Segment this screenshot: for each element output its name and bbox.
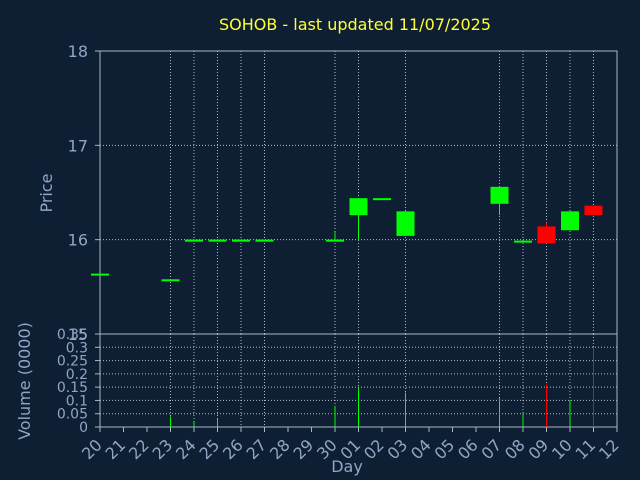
candle-body-23	[161, 279, 180, 282]
candle-body-01	[349, 198, 368, 216]
candle-body-09	[537, 226, 556, 244]
price-panel: 15 16 17 18	[68, 42, 618, 344]
candle-body-25	[208, 239, 227, 242]
volume-y-tick-label-0: 0	[79, 420, 88, 436]
candle-body-26	[232, 239, 250, 242]
price-y-tick-label-18: 18	[68, 42, 88, 61]
volume-axis-label: Volume (0000)	[15, 322, 34, 440]
x-axis-label: Day	[331, 457, 363, 476]
volume-y-tick-label-0.2: 0.2	[66, 367, 88, 383]
price-y-tick-label-16: 16	[68, 231, 88, 250]
candle-body-27	[255, 239, 274, 242]
volume-y-tick-label-0.3: 0.3	[66, 340, 88, 356]
candle-body-03	[396, 211, 415, 236]
candle-body-07	[490, 186, 509, 204]
volume-y-tick-label-0.1: 0.1	[66, 393, 88, 409]
candle-body-24	[185, 239, 203, 242]
volume-y-tick-label-0.15: 0.15	[57, 380, 88, 396]
price-y-tick-label-15: 15	[68, 325, 88, 344]
volume-y-tick-label-0.35: 0.35	[57, 327, 88, 343]
volume-y-tick-label-0.25: 0.25	[57, 354, 88, 370]
candle-body-02	[373, 198, 391, 201]
candle-body-20	[91, 273, 109, 276]
candle-body-30	[326, 239, 344, 242]
price-axis-label: Price	[37, 173, 56, 212]
chart-title: SOHOB - last updated 11/07/2025	[219, 15, 491, 34]
volume-y-tick-label-0.05: 0.05	[57, 407, 88, 423]
candle-body-10	[561, 211, 579, 231]
price-y-tick-label-17: 17	[68, 136, 88, 155]
candle-body-08	[514, 240, 532, 243]
candle-body-11	[584, 205, 603, 216]
